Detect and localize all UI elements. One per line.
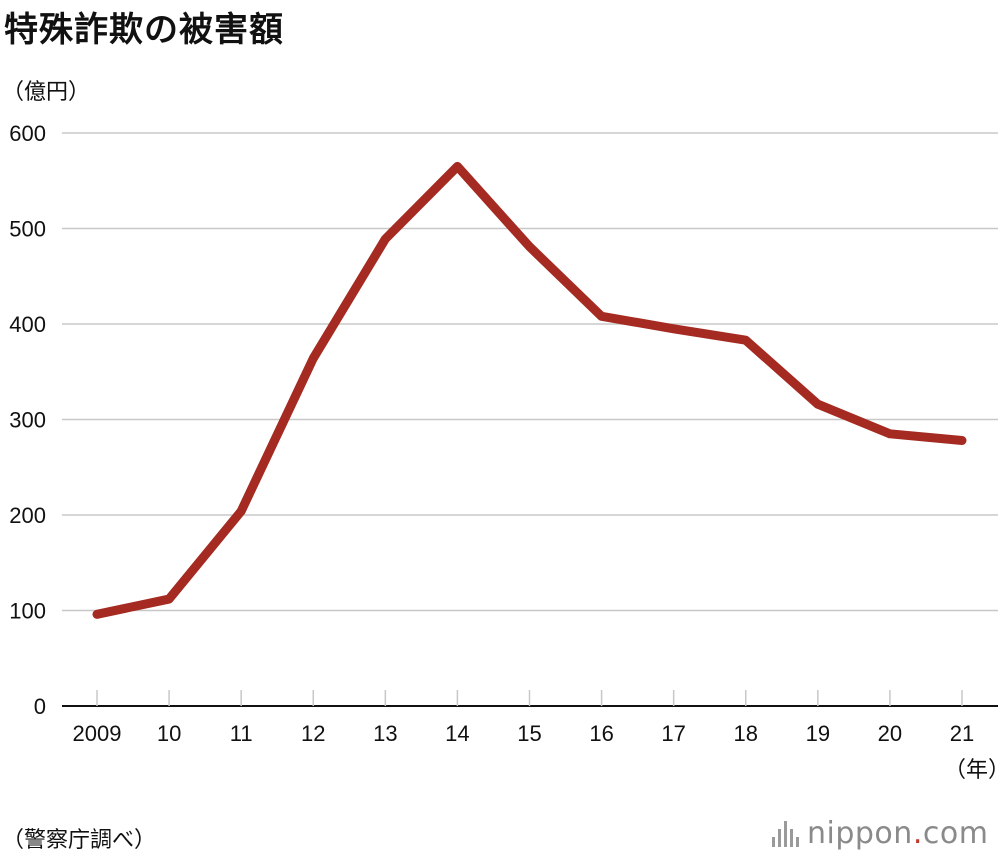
chart-title: 特殊詐欺の被害額 bbox=[4, 10, 284, 50]
data-point bbox=[673, 328, 675, 330]
series-layer bbox=[92, 161, 967, 619]
x-tick-label: 11 bbox=[230, 721, 253, 746]
y-tick-label: 400 bbox=[9, 312, 46, 337]
y-tick-label: 600 bbox=[9, 121, 46, 146]
y-tick-label: 0 bbox=[34, 694, 46, 719]
source-note: （警察庁調べ） bbox=[2, 828, 157, 853]
x-tick-label: 17 bbox=[661, 721, 685, 746]
x-tick-label: 14 bbox=[445, 721, 469, 746]
data-point bbox=[168, 598, 170, 600]
x-tick-label: 12 bbox=[301, 721, 325, 746]
x-tick-label: 18 bbox=[734, 721, 758, 746]
x-tick-label: 15 bbox=[517, 721, 541, 746]
data-point bbox=[961, 440, 963, 442]
x-tick-label: 20 bbox=[878, 721, 902, 746]
data-point bbox=[601, 315, 603, 317]
x-tick-label: 2009 bbox=[73, 721, 122, 746]
x-tick-label: 19 bbox=[806, 721, 830, 746]
data-point bbox=[240, 510, 242, 512]
y-tick-label: 300 bbox=[9, 408, 46, 433]
data-point bbox=[529, 246, 530, 248]
data-point bbox=[745, 339, 747, 341]
y-tick-labels: 0 100 200 300 400 500 600 bbox=[9, 121, 46, 719]
data-point bbox=[384, 238, 386, 240]
gridlines bbox=[62, 132, 998, 707]
x-tick-label: 21 bbox=[950, 721, 974, 746]
x-tick-labels: 2009 10 11 12 13 14 15 16 17 18 19 20 21 bbox=[73, 721, 975, 746]
data-point bbox=[312, 357, 314, 359]
x-tick-label: 10 bbox=[157, 721, 181, 746]
y-tick-label: 200 bbox=[9, 503, 46, 528]
data-point bbox=[96, 613, 98, 615]
data-point bbox=[456, 165, 458, 167]
y-axis-unit: （億円） bbox=[2, 80, 91, 105]
logo-bars-icon bbox=[772, 820, 799, 847]
y-tick-label: 500 bbox=[9, 217, 46, 242]
logo-text: nippon.com bbox=[807, 816, 989, 851]
data-point bbox=[889, 433, 891, 435]
nippon-logo: nippon.com bbox=[772, 816, 988, 851]
x-tick-label: 13 bbox=[373, 721, 397, 746]
y-tick-label: 100 bbox=[9, 599, 46, 624]
x-tick-label: 16 bbox=[589, 721, 613, 746]
series-line bbox=[92, 161, 967, 619]
x-axis-unit: （年） bbox=[944, 758, 1000, 783]
data-point bbox=[817, 403, 819, 405]
